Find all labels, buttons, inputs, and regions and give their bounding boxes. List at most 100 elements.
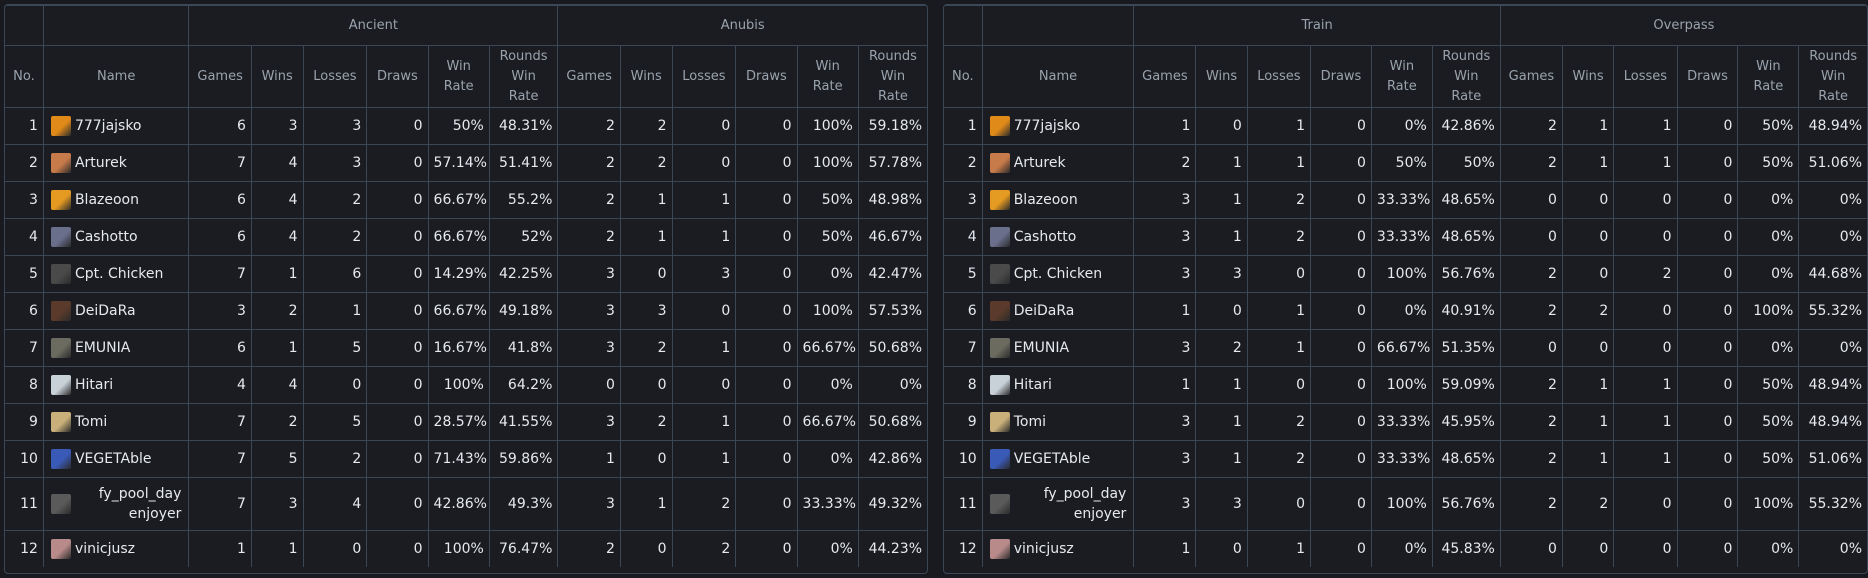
avatar [989,494,1010,514]
player-cell[interactable]: 777jajsko [981,107,1135,145]
stat-games: 0 [1499,181,1563,219]
stat-draws: 0 [1310,292,1372,330]
player-cell[interactable]: Cpt. Chicken [42,255,190,293]
player-cell[interactable]: Hitari [981,366,1135,404]
player-cell[interactable]: Arturek [42,144,190,182]
col-header-word: Rate [1386,78,1417,94]
player-cell[interactable]: DeiDaRa [42,292,190,330]
stat-games: 3 [1133,477,1197,531]
stat-losses: 0 [1613,181,1678,219]
player-cell[interactable]: Blazeoon [981,181,1135,219]
table-row: 3 Blazeoon 6 4 2 0 66.67% 55.2% 2 1 1 0 50% 48.98% [5,181,927,219]
col-header-word: Win [511,68,536,84]
stat-win-rate: 100% [1737,477,1800,531]
table-row: 12 vinicjusz 1 1 0 0 100% 76.47% 2 0 2 0 0% 44.23% [5,530,927,567]
stat-losses: 0 [1613,218,1678,256]
stat-win-rate: 50% [1737,107,1800,145]
player-cell[interactable]: Tomi [981,403,1135,441]
player-cell[interactable]: vinicjusz [981,530,1135,567]
stat-draws: 0 [1310,218,1372,256]
player-cell[interactable]: Hitari [42,366,190,404]
stat-wins: 1 [1561,107,1615,145]
stat-losses: 0 [1246,366,1312,404]
row-number: 6 [944,292,983,330]
stat-win-rate: 28.57% [427,403,490,441]
stat-win-rate: 100% [1370,366,1433,404]
row-number: 3 [5,181,44,219]
player-name: VEGETAble [1013,451,1091,467]
stat-losses: 1 [1246,292,1312,330]
player-cell[interactable]: DeiDaRa [981,292,1135,330]
stat-games: 3 [557,403,621,441]
stat-wins: 0 [1195,530,1248,567]
player-cell[interactable]: 777jajsko [42,107,190,145]
stat-games: 2 [1499,255,1563,293]
stat-draws: 0 [1676,366,1739,404]
stat-win-rate: 33.33% [796,477,859,531]
player-cell[interactable]: Arturek [981,144,1135,182]
stat-rounds-win-rate: 56.76% [1431,255,1501,293]
player-cell[interactable]: VEGETAble [42,440,190,478]
stat-games: 3 [1133,181,1197,219]
stat-win-rate: 50% [1737,144,1800,182]
corner-cell [42,5,190,46]
player-cell[interactable]: Cpt. Chicken [981,255,1135,293]
stats-table-right: Train Overpass No. Name Games Wins Losses Draws… [943,4,1868,574]
stat-wins: 4 [250,366,304,404]
stat-rounds-win-rate: 59.86% [488,440,559,478]
stat-draws: 0 [735,329,798,367]
player-cell[interactable]: vinicjusz [42,530,190,567]
stat-draws: 0 [1676,107,1739,145]
player-cell[interactable]: EMUNIA [981,329,1135,367]
stat-losses: 1 [671,218,737,256]
stat-win-rate: 66.67% [427,292,490,330]
avatar [989,539,1010,559]
player-name-wrap: Arturek [50,153,183,173]
stat-rounds-win-rate: 0% [1798,218,1867,256]
col-header-word: Rounds [1442,48,1491,64]
player-name: 777jajsko [74,118,142,134]
stat-win-rate: 50% [796,218,859,256]
player-cell[interactable]: Tomi [42,403,190,441]
player-cell[interactable]: Cashotto [981,218,1135,256]
stat-wins: 1 [1195,218,1248,256]
player-name: DeiDaRa [74,303,136,319]
col-header-word: Win [446,58,471,74]
col-header-name: Name [42,45,190,108]
stat-losses: 2 [1246,440,1312,478]
player-cell[interactable]: Cashotto [42,218,190,256]
stat-rounds-win-rate: 41.8% [488,329,559,367]
map-header-row: Train Overpass [944,5,1867,46]
col-header-games: Games [1499,45,1563,108]
col-header-word: Rate [1451,88,1482,104]
player-name: 777jajsko [1013,118,1081,134]
table-row: 5 Cpt. Chicken 7 1 6 0 14.29% 42.25% 3 0 3 0 0% 42.47… [5,255,927,293]
player-cell[interactable]: fy_pool_day enjoyer [981,477,1135,531]
stat-wins: 1 [1195,144,1248,182]
stat-wins: 1 [619,477,673,531]
avatar [50,190,71,210]
col-header-games: Games [188,45,252,108]
stat-games: 2 [557,107,621,145]
player-cell[interactable]: fy_pool_day enjoyer [42,477,190,531]
table-row: 10 VEGETAble 7 5 2 0 71.43% 59.86% 1 0 1 0 0% 42.86% [5,440,927,478]
player-cell[interactable]: Blazeoon [42,181,190,219]
avatar [989,264,1010,284]
stat-rounds-win-rate: 56.76% [1431,477,1501,531]
stat-wins: 0 [1561,530,1615,567]
player-cell[interactable]: VEGETAble [981,440,1135,478]
table-row: 1 777jajsko 6 3 3 0 50% 48.31% 2 2 0 0 100% 59.18% [5,107,927,145]
stat-win-rate: 33.33% [1370,403,1433,441]
avatar [989,449,1010,469]
table-row: 3 Blazeoon 3 1 2 0 33.33% 48.65% 0 0 0 0 0% 0% [944,181,1867,219]
stat-games: 1 [1133,530,1197,567]
stat-draws: 0 [366,366,429,404]
stat-rounds-win-rate: 55.32% [1798,477,1867,531]
stat-games: 2 [557,530,621,567]
row-number: 3 [944,181,983,219]
stat-wins: 3 [619,292,673,330]
stat-rounds-win-rate: 51.06% [1798,440,1867,478]
player-name: EMUNIA [1013,340,1070,356]
player-cell[interactable]: EMUNIA [42,329,190,367]
table-row: 11 fy_pool_day enjoyer 3 3 0 0 100% 56.76% 2 2 0 0 1… [944,477,1867,531]
